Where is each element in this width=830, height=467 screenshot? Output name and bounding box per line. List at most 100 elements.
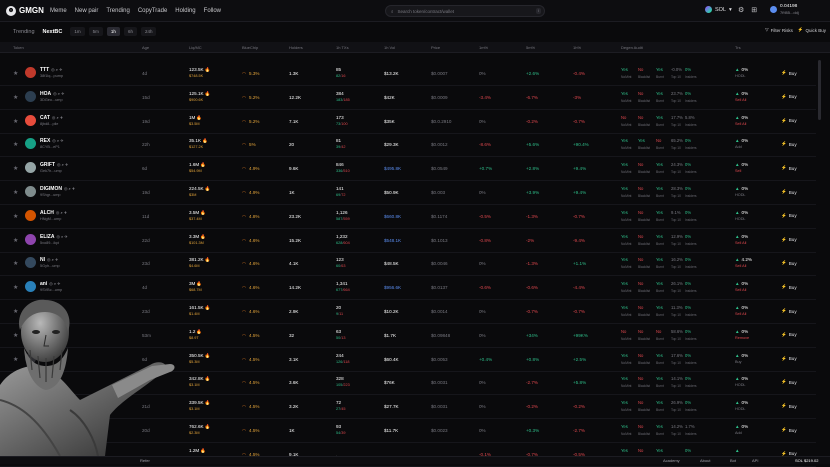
table-row[interactable]: ★ TTT ◎ ⌕ ✈ 38f1lq...pump 4d 123.5K🔥 $748.5K ◠ 5… (0, 62, 816, 86)
token-symbol[interactable]: HOA ◎ ⌕ ✈ (40, 91, 64, 97)
table-row[interactable]: ★ GRIFT ◎ ⌕ ✈ Gek7h...ump 6d 1.6M🔥 $54.9M ◠ 4.9%… (0, 157, 816, 182)
buy-button[interactable]: ⚡ Buy (781, 356, 797, 362)
table-row[interactable]: ★ CAT ◎ ⌕ ✈ 8jbd8...pile 19d 1M🔥 $3.5M ◠ 5.2% 7.1… (0, 110, 816, 134)
buy-button[interactable]: ⚡ Buy (781, 94, 797, 100)
header-bluechip[interactable]: BlueChip (242, 45, 259, 50)
token-symbol[interactable]: DIGIMON ◎ ⌕ ✈ (40, 186, 75, 192)
token-address[interactable]: 38f1lq...pump (40, 74, 64, 78)
nav-trending[interactable]: Trending (106, 7, 130, 14)
table-row[interactable]: ★◎ ⌕ ✈53m1.2🔥$8.9T◠4.5%326350/13$1.7K$0.… (0, 324, 816, 348)
header-token[interactable]: Token (13, 45, 24, 50)
header-1m[interactable]: 1m% (479, 45, 489, 50)
header-vol[interactable]: 1h Vol (384, 45, 396, 50)
star-icon[interactable]: ★ (13, 356, 19, 363)
quick-buy-button[interactable]: ⚡ Quick Buy (798, 27, 826, 33)
star-icon[interactable]: ★ (13, 71, 19, 77)
token-address[interactable]: 8jbd8...pile (40, 121, 59, 126)
timeframe-1h[interactable]: 1h (106, 27, 120, 36)
header-age[interactable]: Age (142, 45, 150, 50)
star-icon[interactable]: ★ (13, 213, 19, 220)
buy-button[interactable]: ⚡ Buy (781, 141, 797, 147)
token-address[interactable]: 5Gyh...ump (40, 264, 60, 269)
buy-button[interactable]: ⚡ Buy (781, 284, 797, 290)
table-row[interactable]: ★ ELIZA ◎ ⌕ ✈ 5vo89...ikpi 22d 3.3M🔥 $101.3M ◠ 4… (0, 229, 816, 253)
buy-button[interactable]: ⚡ Buy (781, 70, 797, 76)
token-address[interactable]: Gek7h...ump (40, 169, 62, 174)
star-icon[interactable]: ★ (13, 94, 19, 101)
buy-button[interactable]: ⚡ Buy (781, 260, 797, 266)
grid-icon[interactable]: ⊞ (751, 7, 758, 14)
header-price[interactable]: Price (431, 45, 441, 50)
about-link[interactable]: About (700, 458, 711, 463)
nav-new-pair[interactable]: New pair (74, 7, 99, 14)
header-5m[interactable]: 5m% (526, 45, 536, 50)
star-icon[interactable]: ★ (13, 142, 19, 149)
token-symbol[interactable]: ALCH ◎ ⌕ ✈ (40, 210, 67, 216)
table-row[interactable]: ★◎ ⌕ ✈21d339.5K🔥$3.1M◠4.5%3.2K7227/45$27… (0, 395, 816, 420)
token-address[interactable]: 9SVBc...ump (40, 288, 63, 293)
header-degen-audit[interactable]: Degen Audit (621, 45, 643, 50)
buy-button[interactable]: ⚡ Buy (781, 379, 797, 385)
header-holders[interactable]: Holders (289, 45, 303, 50)
star-icon[interactable]: ★ (13, 261, 19, 268)
timeframe-1m[interactable]: 1m (70, 27, 85, 36)
token-address[interactable]: HNgM...ump (40, 216, 62, 221)
star-icon[interactable]: ★ (13, 309, 19, 315)
buy-button[interactable]: ⚡ Buy (781, 118, 797, 124)
table-row[interactable]: ★◎ ⌕ ✈342.8K🔥$3.1M◠4.5%3.6K328105/223$76… (0, 371, 816, 396)
token-symbol[interactable]: GRIFT ◎ ⌕ ✈ (40, 162, 68, 168)
star-icon[interactable]: ★ (13, 166, 19, 173)
star-icon[interactable]: ★ (13, 285, 19, 292)
table-row[interactable]: ★ DIGIMON ◎ ⌕ ✈ 9Shgr...ump 19d 224.5K🔥 $3M ◠ 4.… (0, 181, 816, 205)
timeframe-24h[interactable]: 24h (140, 27, 157, 36)
tab-nextbc[interactable]: NextBC (42, 28, 63, 35)
tab-trending[interactable]: Trending (13, 28, 35, 35)
refer-link[interactable]: Refer (140, 458, 150, 463)
buy-button[interactable]: ⚡ Buy (781, 451, 797, 457)
header-liq-mc[interactable]: Liq/MC (189, 45, 202, 50)
token-address[interactable]: 8CYB...eP1 (40, 145, 60, 150)
buy-button[interactable]: ⚡ Buy (781, 165, 797, 171)
buy-button[interactable]: ⚡ Buy (781, 237, 797, 243)
bot-link[interactable]: Bot (730, 458, 737, 463)
token-symbol[interactable]: ani ◎ ⌕ ✈ (40, 281, 61, 287)
token-address[interactable]: 5vo89...ikpi (40, 240, 60, 245)
token-symbol[interactable]: NI ◎ ⌕ ✈ (40, 257, 58, 263)
nav-meme[interactable]: Meme (50, 7, 67, 14)
header-txs[interactable]: 1h TXs (336, 45, 349, 50)
token-symbol[interactable]: ELIZA ◎ ⌕ ✈ (40, 234, 68, 240)
table-row[interactable]: ★ ani ◎ ⌕ ✈ 9SVBc...ump 4d 3M🔥 $68.7M ◠ 4.6% 14.2… (0, 276, 816, 301)
buy-button[interactable]: ⚡ Buy (781, 308, 797, 314)
nav-holding[interactable]: Holding (175, 7, 196, 14)
timeframe-6h[interactable]: 6h (123, 27, 137, 36)
table-row[interactable]: ★ HOA ◎ ⌕ ✈ 3DGeo...ump 15d 125.1K🔥 $900.6K ◠ 5.… (0, 86, 816, 110)
search-input[interactable]: ⌕ Search token/contract/wallet / (385, 5, 545, 17)
table-row[interactable]: ★API◎ ⌕ ✈6bgjn...ump23d161.5K🔥$1.4M◠4.6%… (0, 300, 816, 324)
token-address[interactable]: 9Shgr...ump (40, 193, 61, 197)
token-address[interactable]: 3DGeo...ump (40, 97, 63, 102)
nav-follow[interactable]: Follow (203, 7, 221, 14)
star-icon[interactable]: ★ (13, 237, 19, 244)
brand-logo[interactable]: ☻ GMGN (6, 5, 50, 16)
star-icon[interactable]: ★ (13, 190, 19, 196)
token-symbol[interactable]: REX ◎ ⌕ ✈ (40, 138, 64, 144)
star-icon[interactable]: ★ (13, 332, 19, 339)
buy-button[interactable]: ⚡ Buy (781, 189, 797, 195)
buy-button[interactable]: ⚡ Buy (781, 403, 797, 409)
scrollbar[interactable] (818, 60, 821, 120)
table-row[interactable]: ★ REX ◎ ⌕ ✈ 8CYB...eP1 22h 35.1K🔥 $127.2K ◠ 5% 20… (0, 133, 816, 158)
token-symbol[interactable]: TTT ◎ ⌕ ✈ (40, 67, 62, 73)
header-traders[interactable]: Trs (735, 45, 741, 50)
buy-button[interactable]: ⚡ Buy (781, 427, 797, 433)
gear-icon[interactable]: ⚙ (738, 7, 745, 14)
table-row[interactable]: ★ ALCH ◎ ⌕ ✈ HNgM...ump 11d 3.5M🔥 $37.4M ◠ 4.8% 2… (0, 205, 816, 229)
filter-risks-button[interactable]: ▽ Filter Risks (765, 27, 793, 33)
buy-button[interactable]: ⚡ Buy (781, 332, 797, 338)
token-symbol[interactable]: CAT ◎ ⌕ ✈ (40, 115, 63, 121)
academy-link[interactable]: Academy (663, 458, 680, 463)
timeframe-5m[interactable]: 5m (88, 27, 103, 36)
api-link[interactable]: API (752, 458, 759, 463)
header-1h[interactable]: 1h% (573, 45, 582, 50)
buy-button[interactable]: ⚡ Buy (781, 213, 797, 219)
chain-selector[interactable]: SOL ▾ (705, 6, 732, 13)
